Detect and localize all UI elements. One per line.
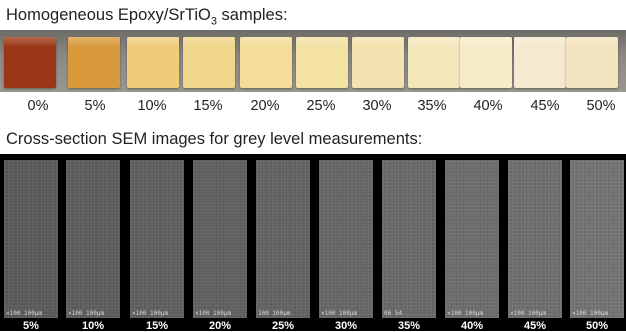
sample-label: 0% [27,98,49,114]
sample-chip [4,37,56,88]
sem-label: 30% [334,320,358,332]
scale-bar-text: 100 100μm [258,310,291,317]
sample-label: 10% [137,98,167,114]
sem-label: 40% [460,320,484,332]
sample-label: 5% [84,98,106,114]
scale-bar-text: ×100 100μm [6,310,43,317]
sem-image: ×100 100μm [445,160,499,318]
sem-image: ×100 100μm [130,160,184,318]
sample-chip [352,37,404,88]
sem-image: ×100 100μm [508,160,562,318]
sem-image: ×100 100μm [570,160,624,318]
sem-label: 5% [23,320,39,332]
sample-chip [514,37,566,88]
sample-chip [296,37,348,88]
sem-label: 25% [271,320,295,332]
sample-label: 50% [586,98,616,114]
scale-bar-text: 06 54 [384,310,403,317]
sample-chip [460,37,512,88]
sem-label: 15% [145,320,169,332]
sample-label: 25% [306,98,336,114]
sem-image: ×100 100μm [4,160,58,318]
sem-label: 45% [523,320,547,332]
sample-chip [68,37,120,88]
sample-label: 45% [530,98,560,114]
scale-bar-text: ×100 100μm [132,310,169,317]
sample-chip [240,37,292,88]
sample-label: 40% [473,98,503,114]
sem-label: 20% [208,320,232,332]
scale-bar-text: ×100 100μm [572,310,609,317]
sample-chip [566,37,618,88]
scale-bar-text: ×100 100μm [195,310,232,317]
sem-label: 10% [81,320,105,332]
sem-image: ×100 100μm [193,160,247,318]
sample-chip [408,37,460,88]
sem-image: ×100 100μm [319,160,373,318]
sem-image: 100 100μm [256,160,310,318]
sem-image: ×100 100μm [66,160,120,318]
sample-chip [127,37,179,88]
scale-bar-text: ×100 100μm [510,310,547,317]
scale-bar-text: ×100 100μm [68,310,105,317]
sample-label: 30% [362,98,392,114]
sem-label: 35% [397,320,421,332]
sem-image: 06 54 [382,160,436,318]
sem-image-strip: ×100 100μm 5% ×100 100μm 10% ×100 100μm 15% ×1… [0,154,626,332]
sample-label: 35% [417,98,447,114]
scale-bar-text: ×100 100μm [321,310,358,317]
samples-title: Homogeneous Epoxy/SrTiO3 samples: [6,6,288,28]
sample-label: 15% [193,98,223,114]
scale-bar-text: ×100 100μm [447,310,484,317]
sample-photo-strip [0,30,626,92]
sample-chip [183,37,235,88]
sem-title: Cross-section SEM images for grey level … [6,130,423,148]
sample-label: 20% [250,98,280,114]
sem-label: 50% [585,320,609,332]
